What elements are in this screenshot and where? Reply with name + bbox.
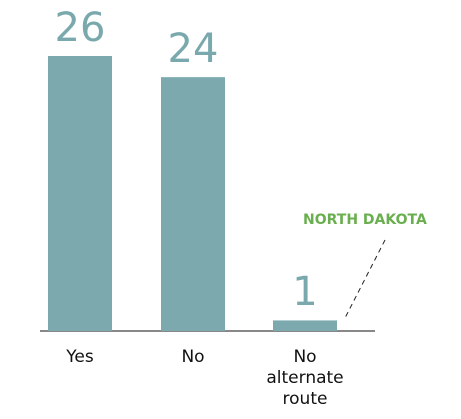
bar bbox=[273, 320, 337, 331]
value-label: 1 bbox=[292, 269, 318, 316]
x-tick-label: No alternate route bbox=[266, 347, 344, 409]
annotation: NORTH DAKOTA bbox=[303, 212, 427, 228]
annotation-leader bbox=[344, 239, 386, 319]
bar bbox=[161, 77, 225, 332]
value-label: 24 bbox=[167, 26, 219, 73]
x-tick-label: No bbox=[181, 347, 205, 367]
bar bbox=[48, 56, 112, 331]
x-tick-label: Yes bbox=[66, 347, 94, 367]
value-label: 26 bbox=[54, 5, 106, 51]
